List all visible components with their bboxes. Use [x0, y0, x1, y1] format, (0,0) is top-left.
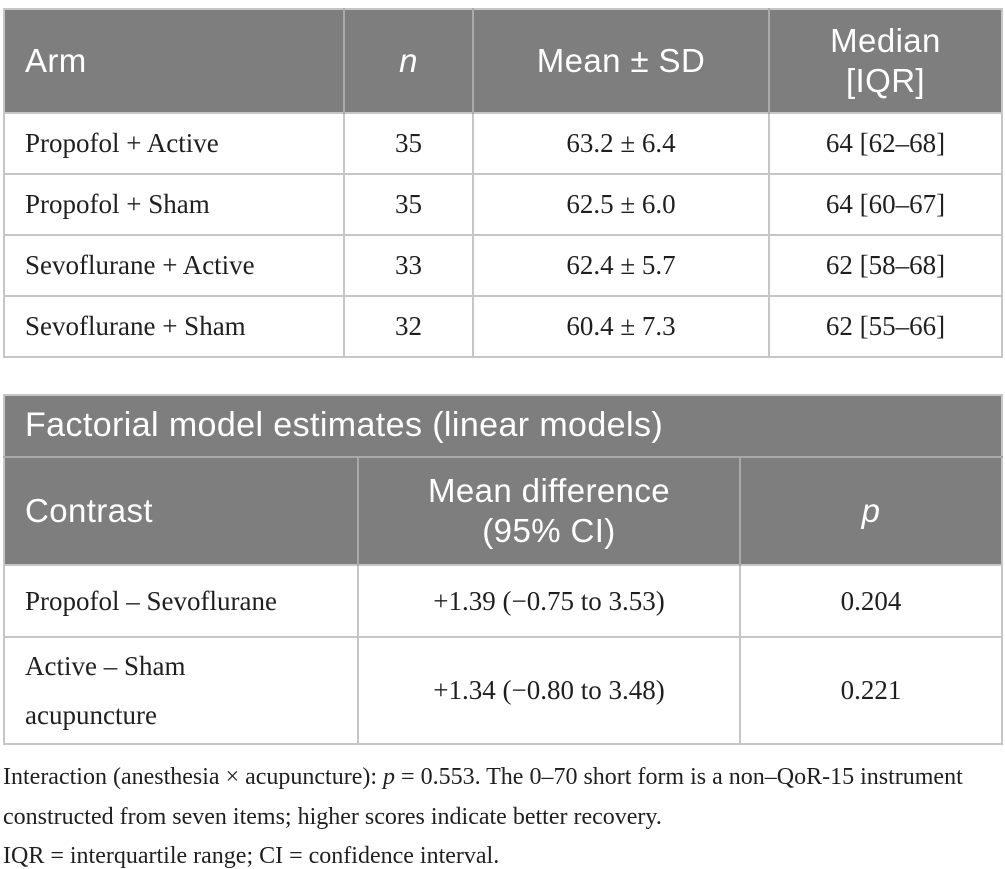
cell-mean-sd: 63.2 ± 6.4 — [472, 112, 770, 175]
cell-mean-sd: 62.4 ± 5.7 — [472, 234, 770, 297]
cell-arm: Propofol + Active — [3, 112, 345, 175]
summary-table: Arm n Mean ± SD Median [IQR] Propofol + … — [3, 8, 1003, 358]
table-footnotes: Interaction (anesthesia × acupuncture): … — [3, 758, 1003, 869]
cell-mean-difference: +1.34 (−0.80 to 3.48) — [357, 635, 741, 746]
cell-n: 35 — [343, 112, 474, 175]
table-row: Propofol – Sevoflurane +1.39 (−0.75 to 3… — [3, 564, 1004, 638]
cell-mean-sd: 62.5 ± 6.0 — [472, 173, 770, 236]
cell-n: 32 — [343, 295, 474, 358]
header-median-iqr: Median [IQR] — [768, 9, 1002, 113]
table-row: Sevoflurane + Sham 32 60.4 ± 7.3 62 [55–… — [3, 295, 1003, 358]
table-row: Active – Sham acupuncture +1.34 (−0.80 t… — [3, 635, 1004, 746]
footnote-abbreviations: IQR = interquartile range; CI = confiden… — [3, 843, 500, 869]
factorial-table: Factorial model estimates (linear models… — [3, 394, 1004, 746]
header-n: n — [343, 9, 473, 113]
cell-n: 33 — [343, 234, 474, 297]
cell-mean-sd: 60.4 ± 7.3 — [472, 295, 770, 358]
header-mean-difference: Mean difference (95% CI) — [357, 457, 740, 565]
cell-n: 35 — [343, 173, 474, 236]
footnote-interaction-rest: = 0.553. The 0–70 short form is a non–Qo… — [3, 764, 963, 830]
header-arm: Arm — [4, 9, 344, 113]
table-row: Sevoflurane + Active 33 62.4 ± 5.7 62 [5… — [3, 234, 1003, 297]
footnote-p-symbol: p — [383, 764, 396, 791]
table-row: Propofol + Active 35 63.2 ± 6.4 64 [62–6… — [3, 112, 1003, 175]
cell-arm: Propofol + Sham — [3, 173, 345, 236]
cell-arm: Sevoflurane + Sham — [3, 295, 345, 358]
header-mean-difference-line2: (95% CI) — [482, 512, 616, 549]
cell-contrast-line2: acupuncture — [25, 699, 157, 730]
header-mean-sd: Mean ± SD — [472, 9, 769, 113]
header-median-line1: Median — [830, 21, 941, 59]
header-p-value: p — [738, 457, 1003, 565]
cell-mean-difference: +1.39 (−0.75 to 3.53) — [357, 564, 741, 638]
cell-median-iqr: 64 [62–68] — [768, 112, 1003, 175]
table-row: Propofol + Sham 35 62.5 ± 6.0 64 [60–67] — [3, 173, 1003, 236]
header-mean-difference-line1: Mean difference — [427, 471, 671, 509]
cell-contrast-line1: Active – Sham — [25, 651, 186, 681]
factorial-title-row: Factorial model estimates (linear models… — [4, 395, 1003, 458]
header-median-line2: [IQR] — [845, 62, 925, 99]
summary-header-row: Arm n Mean ± SD Median [IQR] — [4, 9, 1002, 113]
cell-p-value: 0.221 — [738, 635, 1004, 746]
cell-contrast: Propofol – Sevoflurane — [3, 564, 359, 638]
factorial-table-title: Factorial model estimates (linear models… — [4, 395, 1003, 458]
footnote-interaction-prefix: Interaction (anesthesia × acupuncture): — [3, 764, 384, 791]
cell-contrast: Active – Sham acupuncture — [3, 635, 359, 746]
cell-median-iqr: 64 [60–67] — [768, 173, 1003, 236]
cell-arm: Sevoflurane + Active — [3, 234, 345, 297]
cell-median-iqr: 62 [58–68] — [768, 234, 1003, 297]
cell-p-value: 0.204 — [738, 564, 1004, 638]
cell-median-iqr: 62 [55–66] — [768, 295, 1003, 358]
footnote-interaction: Interaction (anesthesia × acupuncture): … — [3, 758, 1003, 837]
header-contrast: Contrast — [4, 457, 358, 565]
factorial-header-row: Contrast Mean difference (95% CI) p — [4, 457, 1003, 565]
